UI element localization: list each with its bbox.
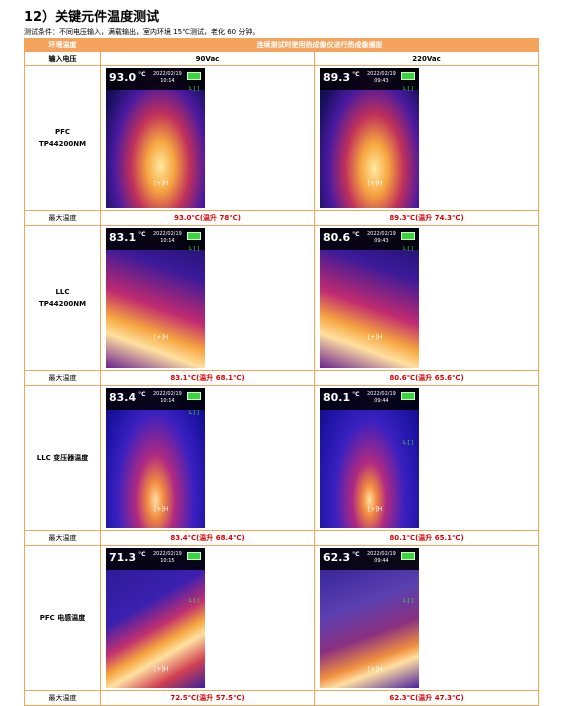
input-voltage-label: 输入电压 bbox=[24, 51, 101, 66]
battery-icon bbox=[401, 232, 415, 240]
high-temp-marker: [+]H bbox=[154, 506, 169, 513]
thermal-image-cell: 71.3 °C 2022/02/19 10:15 L [ ] [+]H bbox=[100, 545, 315, 691]
battery-icon bbox=[187, 232, 201, 240]
thermal-image-cell: 80.1 °C 2022/02/19 09:44 L [ ] [+]H bbox=[314, 385, 539, 531]
component-part-number: TP44200NM bbox=[38, 140, 87, 148]
max-temp-value: 72.5℃(温升 57.5℃) bbox=[100, 690, 315, 706]
max-temp-value: 80.6℃(温升 65.6℃) bbox=[314, 370, 539, 386]
max-temp-value: 62.3℃(温升 47.3℃) bbox=[314, 690, 539, 706]
high-temp-marker: [+]H bbox=[368, 180, 383, 187]
voltage-220: 220Vac bbox=[314, 51, 539, 66]
voltage-90: 90Vac bbox=[100, 51, 315, 66]
high-temp-marker: [+]H bbox=[154, 334, 169, 341]
thermal-max-temp: 62.3 °C bbox=[323, 551, 360, 564]
thermal-max-temp: 80.1 °C bbox=[323, 391, 360, 404]
thermal-max-temp: 83.4 °C bbox=[109, 391, 146, 404]
max-temp-label: 最大温度 bbox=[24, 210, 101, 226]
thermal-timestamp: 2022/02/19 09:43 bbox=[367, 231, 396, 244]
low-temp-marker: L [ ] bbox=[189, 598, 199, 604]
thermal-image: 80.6 °C 2022/02/19 09:43 L [ ] [+]H bbox=[320, 228, 419, 368]
capture-note-header: 连续测试时使用热成像仪进行热成像捕捉 bbox=[100, 38, 539, 52]
thermal-image: 93.0 °C 2022/02/19 10:14 L [ ] [+]H bbox=[106, 68, 205, 208]
thermal-image-cell: 62.3 °C 2022/02/19 09:44 L [ ] [+]H bbox=[314, 545, 539, 691]
thermal-image: 83.4 °C 2022/02/19 10:14 L [ ] [+]H bbox=[106, 388, 205, 528]
low-temp-marker: L [ ] bbox=[403, 86, 413, 92]
thermal-max-temp: 83.1 °C bbox=[109, 231, 146, 244]
battery-icon bbox=[187, 392, 201, 400]
thermal-max-temp: 93.0 °C bbox=[109, 71, 146, 84]
component-name: PFC bbox=[54, 128, 71, 136]
section-title: 12）关键元件温度测试 bbox=[24, 10, 160, 25]
high-temp-marker: [+]H bbox=[154, 666, 169, 673]
thermal-image: 89.3 °C 2022/02/19 09:43 L [ ] [+]H bbox=[320, 68, 419, 208]
low-temp-marker: L [ ] bbox=[403, 440, 413, 446]
thermal-image-cell: 93.0 °C 2022/02/19 10:14 L [ ] [+]H bbox=[100, 65, 315, 211]
component-label: PFC TP44200NM bbox=[24, 65, 101, 211]
high-temp-marker: [+]H bbox=[368, 506, 383, 513]
thermal-timestamp: 2022/02/19 10:15 bbox=[153, 551, 182, 564]
component-name: LLC bbox=[55, 288, 70, 296]
battery-icon bbox=[401, 72, 415, 80]
thermal-image-cell: 83.4 °C 2022/02/19 10:14 L [ ] [+]H bbox=[100, 385, 315, 531]
thermal-timestamp: 2022/02/19 09:44 bbox=[367, 551, 396, 564]
low-temp-marker: L [ ] bbox=[189, 410, 199, 416]
low-temp-marker: L [ ] bbox=[189, 246, 199, 252]
high-temp-marker: [+]H bbox=[154, 180, 169, 187]
thermal-timestamp: 2022/02/19 10:14 bbox=[153, 391, 182, 404]
battery-icon bbox=[187, 72, 201, 80]
thermal-image: 71.3 °C 2022/02/19 10:15 L [ ] [+]H bbox=[106, 548, 205, 688]
max-temp-value: 80.1℃(温升 65.1℃) bbox=[314, 530, 539, 546]
test-conditions: 测试条件：不同电压输入，满载输出，室内环境 15℃测试，老化 60 分钟。 bbox=[24, 28, 260, 36]
component-part-number: TP44200NM bbox=[38, 300, 87, 308]
low-temp-marker: L [ ] bbox=[403, 598, 413, 604]
battery-icon bbox=[401, 552, 415, 560]
thermal-timestamp: 2022/02/19 10:14 bbox=[153, 231, 182, 244]
component-name: PFC 电感温度 bbox=[39, 614, 86, 622]
thermal-image-cell: 80.6 °C 2022/02/19 09:43 L [ ] [+]H bbox=[314, 225, 539, 371]
battery-icon bbox=[187, 552, 201, 560]
env-temp-header: 环境温度 bbox=[24, 38, 101, 52]
thermal-image: 80.1 °C 2022/02/19 09:44 L [ ] [+]H bbox=[320, 388, 419, 528]
thermal-image-cell: 89.3 °C 2022/02/19 09:43 L [ ] [+]H bbox=[314, 65, 539, 211]
max-temp-value: 83.1℃(温升 68.1℃) bbox=[100, 370, 315, 386]
max-temp-value: 93.0℃(温升 78℃) bbox=[100, 210, 315, 226]
thermal-image-cell: 83.1 °C 2022/02/19 10:14 L [ ] [+]H bbox=[100, 225, 315, 371]
component-label: LLC TP44200NM bbox=[24, 225, 101, 371]
thermal-timestamp: 2022/02/19 10:14 bbox=[153, 71, 182, 84]
component-label: PFC 电感温度 bbox=[24, 545, 101, 691]
battery-icon bbox=[401, 392, 415, 400]
max-temp-label: 最大温度 bbox=[24, 690, 101, 706]
thermal-max-temp: 89.3 °C bbox=[323, 71, 360, 84]
low-temp-marker: L [ ] bbox=[403, 246, 413, 252]
thermal-max-temp: 71.3 °C bbox=[109, 551, 146, 564]
thermal-timestamp: 2022/02/19 09:43 bbox=[367, 71, 396, 84]
max-temp-value: 89.3℃(温升 74.3℃) bbox=[314, 210, 539, 226]
max-temp-label: 最大温度 bbox=[24, 370, 101, 386]
temperature-table: 环境温度 连续测试时使用热成像仪进行热成像捕捉 输入电压 90Vac 220Va… bbox=[24, 38, 539, 706]
thermal-max-temp: 80.6 °C bbox=[323, 231, 360, 244]
component-label: LLC 变压器温度 bbox=[24, 385, 101, 531]
low-temp-marker: L [ ] bbox=[189, 86, 199, 92]
thermal-image: 83.1 °C 2022/02/19 10:14 L [ ] [+]H bbox=[106, 228, 205, 368]
high-temp-marker: [+]H bbox=[368, 666, 383, 673]
high-temp-marker: [+]H bbox=[368, 334, 383, 341]
thermal-image: 62.3 °C 2022/02/19 09:44 L [ ] [+]H bbox=[320, 548, 419, 688]
max-temp-value: 83.4℃(温升 68.4℃) bbox=[100, 530, 315, 546]
component-name: LLC 变压器温度 bbox=[36, 454, 89, 462]
max-temp-label: 最大温度 bbox=[24, 530, 101, 546]
thermal-timestamp: 2022/02/19 09:44 bbox=[367, 391, 396, 404]
